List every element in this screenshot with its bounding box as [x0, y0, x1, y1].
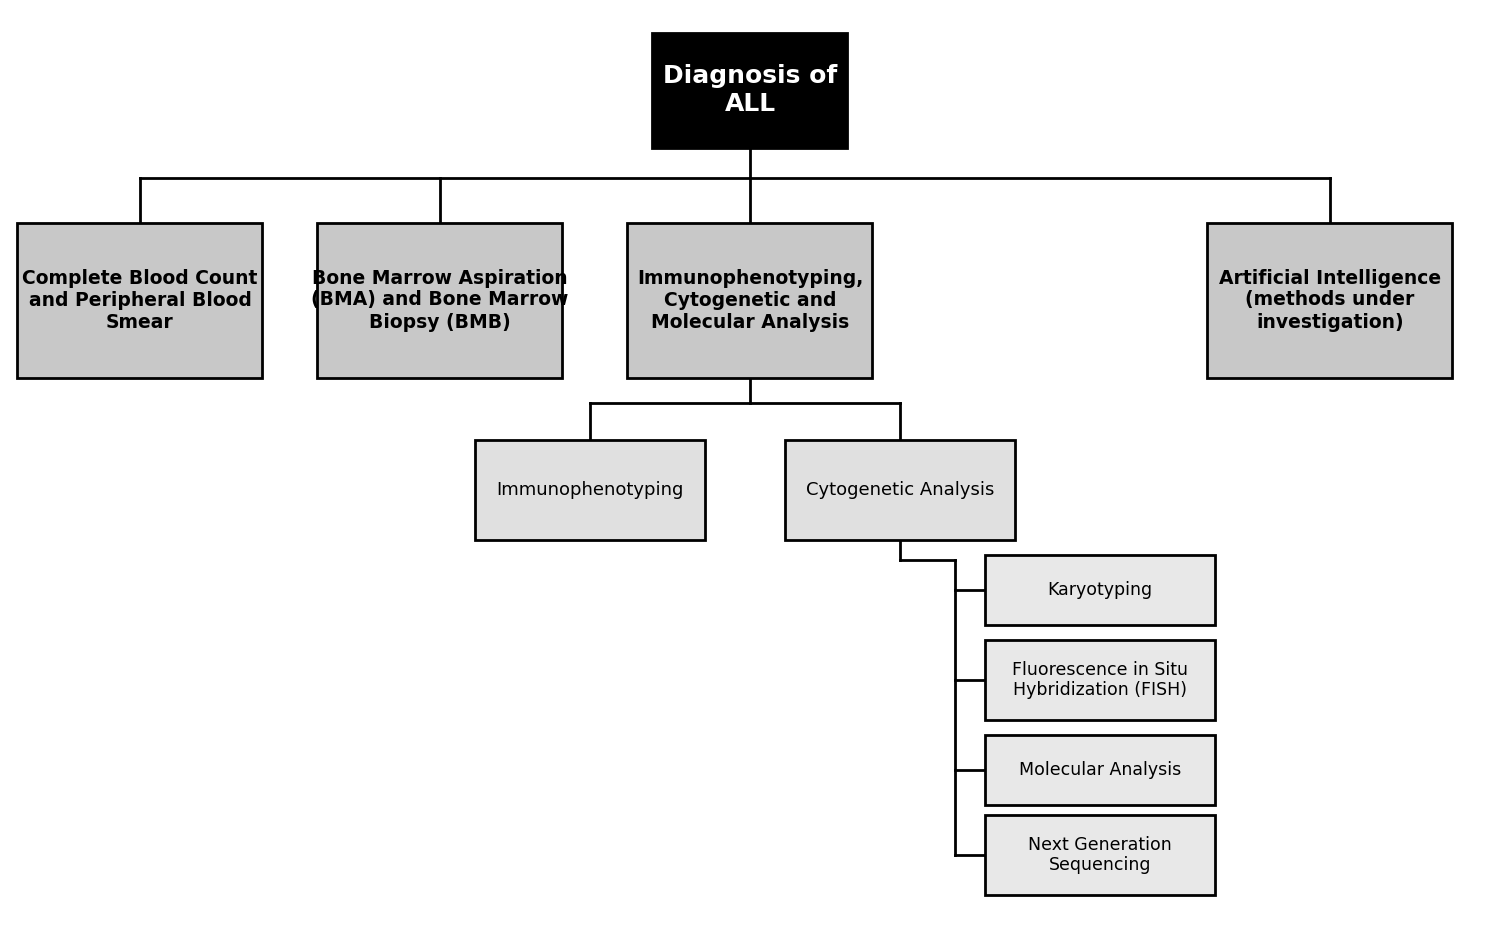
FancyBboxPatch shape	[628, 222, 872, 377]
Text: Artificial Intelligence
(methods under
investigation): Artificial Intelligence (methods under i…	[1219, 269, 1441, 332]
FancyBboxPatch shape	[1208, 222, 1453, 377]
Text: Karyotyping: Karyotyping	[1048, 581, 1153, 599]
FancyBboxPatch shape	[985, 735, 1216, 805]
FancyBboxPatch shape	[985, 815, 1216, 895]
Text: Immunophenotyping: Immunophenotyping	[496, 481, 684, 499]
Text: Next Generation
Sequencing: Next Generation Sequencing	[1028, 836, 1172, 874]
Text: Fluorescence in Situ
Hybridization (FISH): Fluorescence in Situ Hybridization (FISH…	[1012, 660, 1189, 699]
FancyBboxPatch shape	[318, 222, 562, 377]
FancyBboxPatch shape	[785, 440, 1015, 540]
FancyBboxPatch shape	[652, 32, 847, 147]
FancyBboxPatch shape	[18, 222, 262, 377]
Text: Bone Marrow Aspiration
(BMA) and Bone Marrow
Biopsy (BMB): Bone Marrow Aspiration (BMA) and Bone Ma…	[312, 269, 568, 332]
Text: Complete Blood Count
and Peripheral Blood
Smear: Complete Blood Count and Peripheral Bloo…	[22, 269, 258, 332]
Text: Cytogenetic Analysis: Cytogenetic Analysis	[806, 481, 994, 499]
FancyBboxPatch shape	[985, 555, 1216, 625]
Text: Molecular Analysis: Molecular Analysis	[1019, 761, 1181, 779]
FancyBboxPatch shape	[985, 640, 1216, 720]
Text: Immunophenotyping,
Cytogenetic and
Molecular Analysis: Immunophenotyping, Cytogenetic and Molec…	[637, 269, 863, 332]
Text: Diagnosis of
ALL: Diagnosis of ALL	[663, 64, 836, 116]
FancyBboxPatch shape	[475, 440, 705, 540]
